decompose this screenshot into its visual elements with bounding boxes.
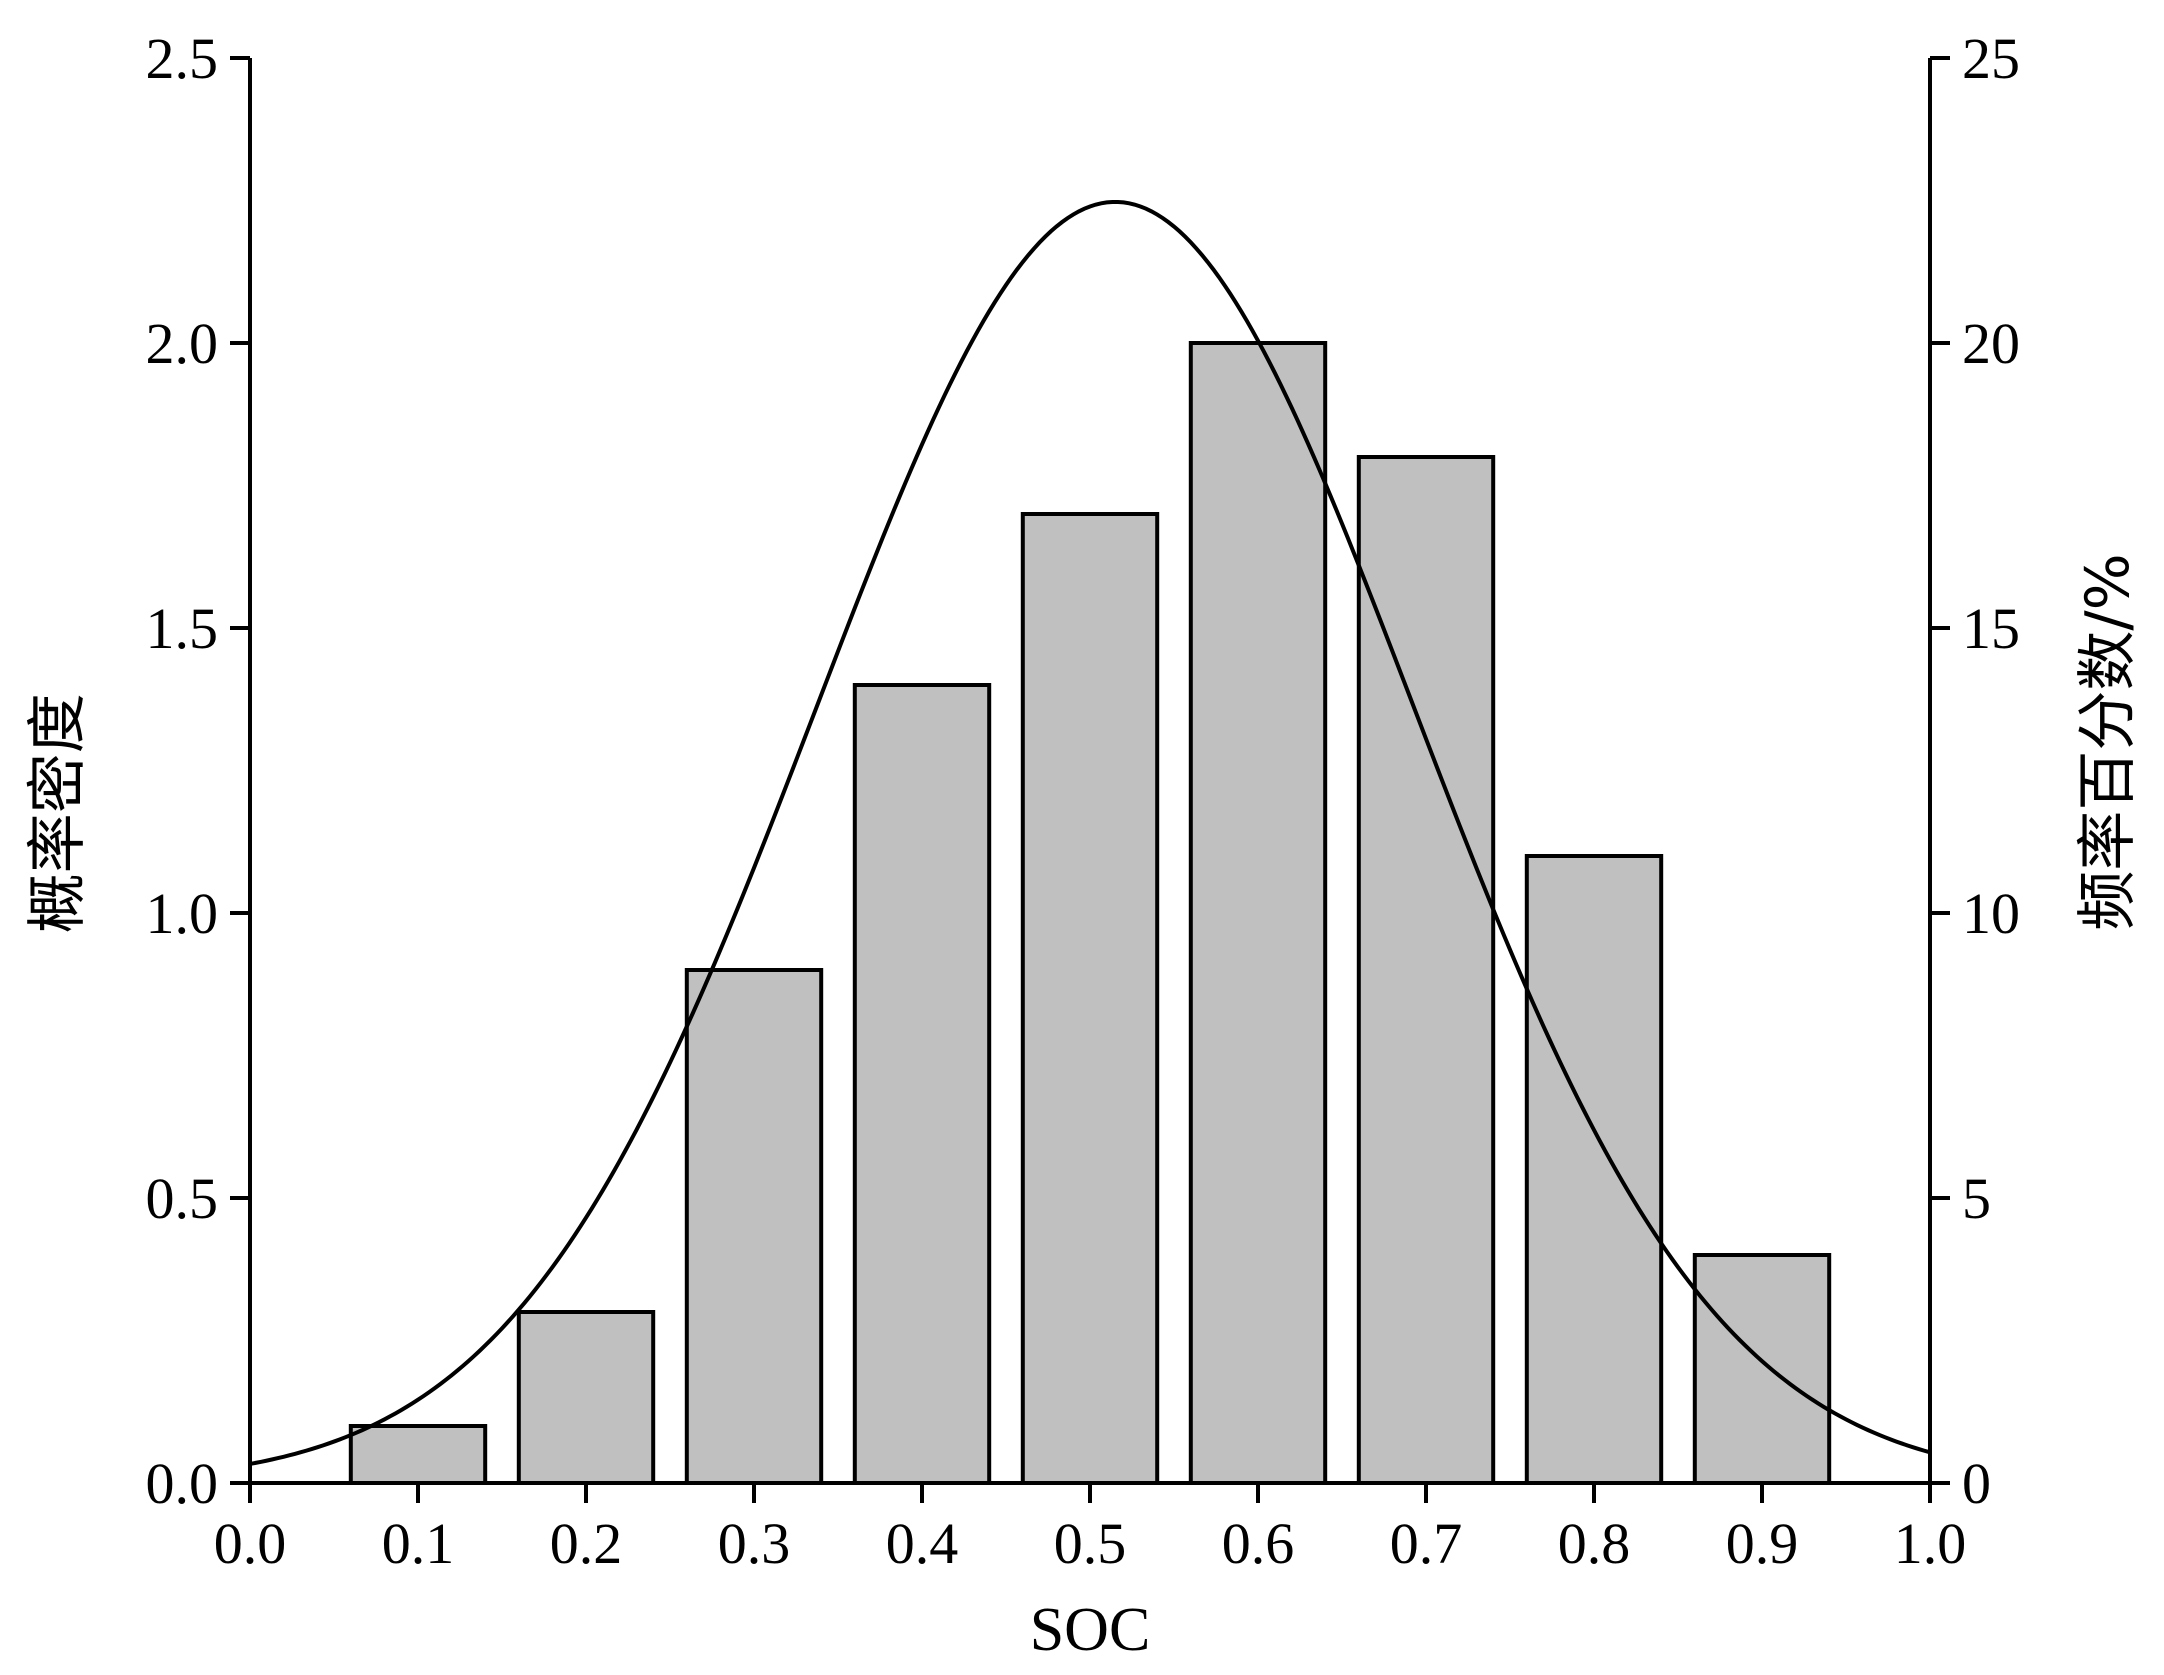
bar-0.9 [1692,1253,1832,1485]
bar-group [348,341,1832,1485]
right-y-tick-label: 15 [1962,596,2020,661]
left-y-tick-label: 2.5 [146,26,219,91]
x-tick-label: 0.6 [1222,1511,1295,1576]
right-y-tick-label: 5 [1962,1166,1991,1231]
x-tick-label: 0.5 [1054,1511,1127,1576]
left-y-axis-title: 概率密度 [23,693,93,933]
left-y-tick-label: 1.0 [146,881,219,946]
right-y-axis-title: 频率百分数/% [2073,553,2143,930]
bar-0.8 [1524,854,1664,1485]
bar-0.1 [348,1424,488,1485]
bar-0.4 [852,683,992,1485]
right-y-tick-label: 20 [1962,311,2020,376]
axes-group [230,56,1950,1503]
bar-0.5 [1020,512,1160,1485]
x-axis-title: SOC [1030,1596,1151,1664]
left-y-tick-label: 0.5 [146,1166,219,1231]
x-tick-label: 0.8 [1558,1511,1631,1576]
normal-density-curve [249,199,1931,1466]
x-tick-label: 0.7 [1390,1511,1463,1576]
left-y-tick-label: 1.5 [146,596,219,661]
x-tick-label: 0.4 [886,1511,959,1576]
tick-labels-group: 0.0 0.1 0.2 0.3 0.4 0.5 0.6 0.7 0.8 0.9 1.0 0.0 0.5 1… [146,26,2021,1576]
bar-0.6 [1188,341,1328,1485]
x-tick-label: 0.3 [718,1511,791,1576]
x-tick-label: 0.1 [382,1511,455,1576]
bar-0.7 [1356,455,1496,1485]
right-y-tick-label: 0 [1962,1451,1991,1516]
right-y-tick-label: 10 [1962,881,2020,946]
x-tick-label: 0.9 [1726,1511,1799,1576]
bar-0.2 [516,1310,656,1485]
right-y-tick-label: 25 [1962,26,2020,91]
x-tick-label: 0.2 [550,1511,623,1576]
bar-0.3 [684,968,824,1485]
left-y-tick-label: 2.0 [146,311,219,376]
x-tick-label: 0.0 [214,1511,287,1576]
left-y-tick-label: 0.0 [146,1451,219,1516]
x-tick-label: 1.0 [1894,1511,1967,1576]
